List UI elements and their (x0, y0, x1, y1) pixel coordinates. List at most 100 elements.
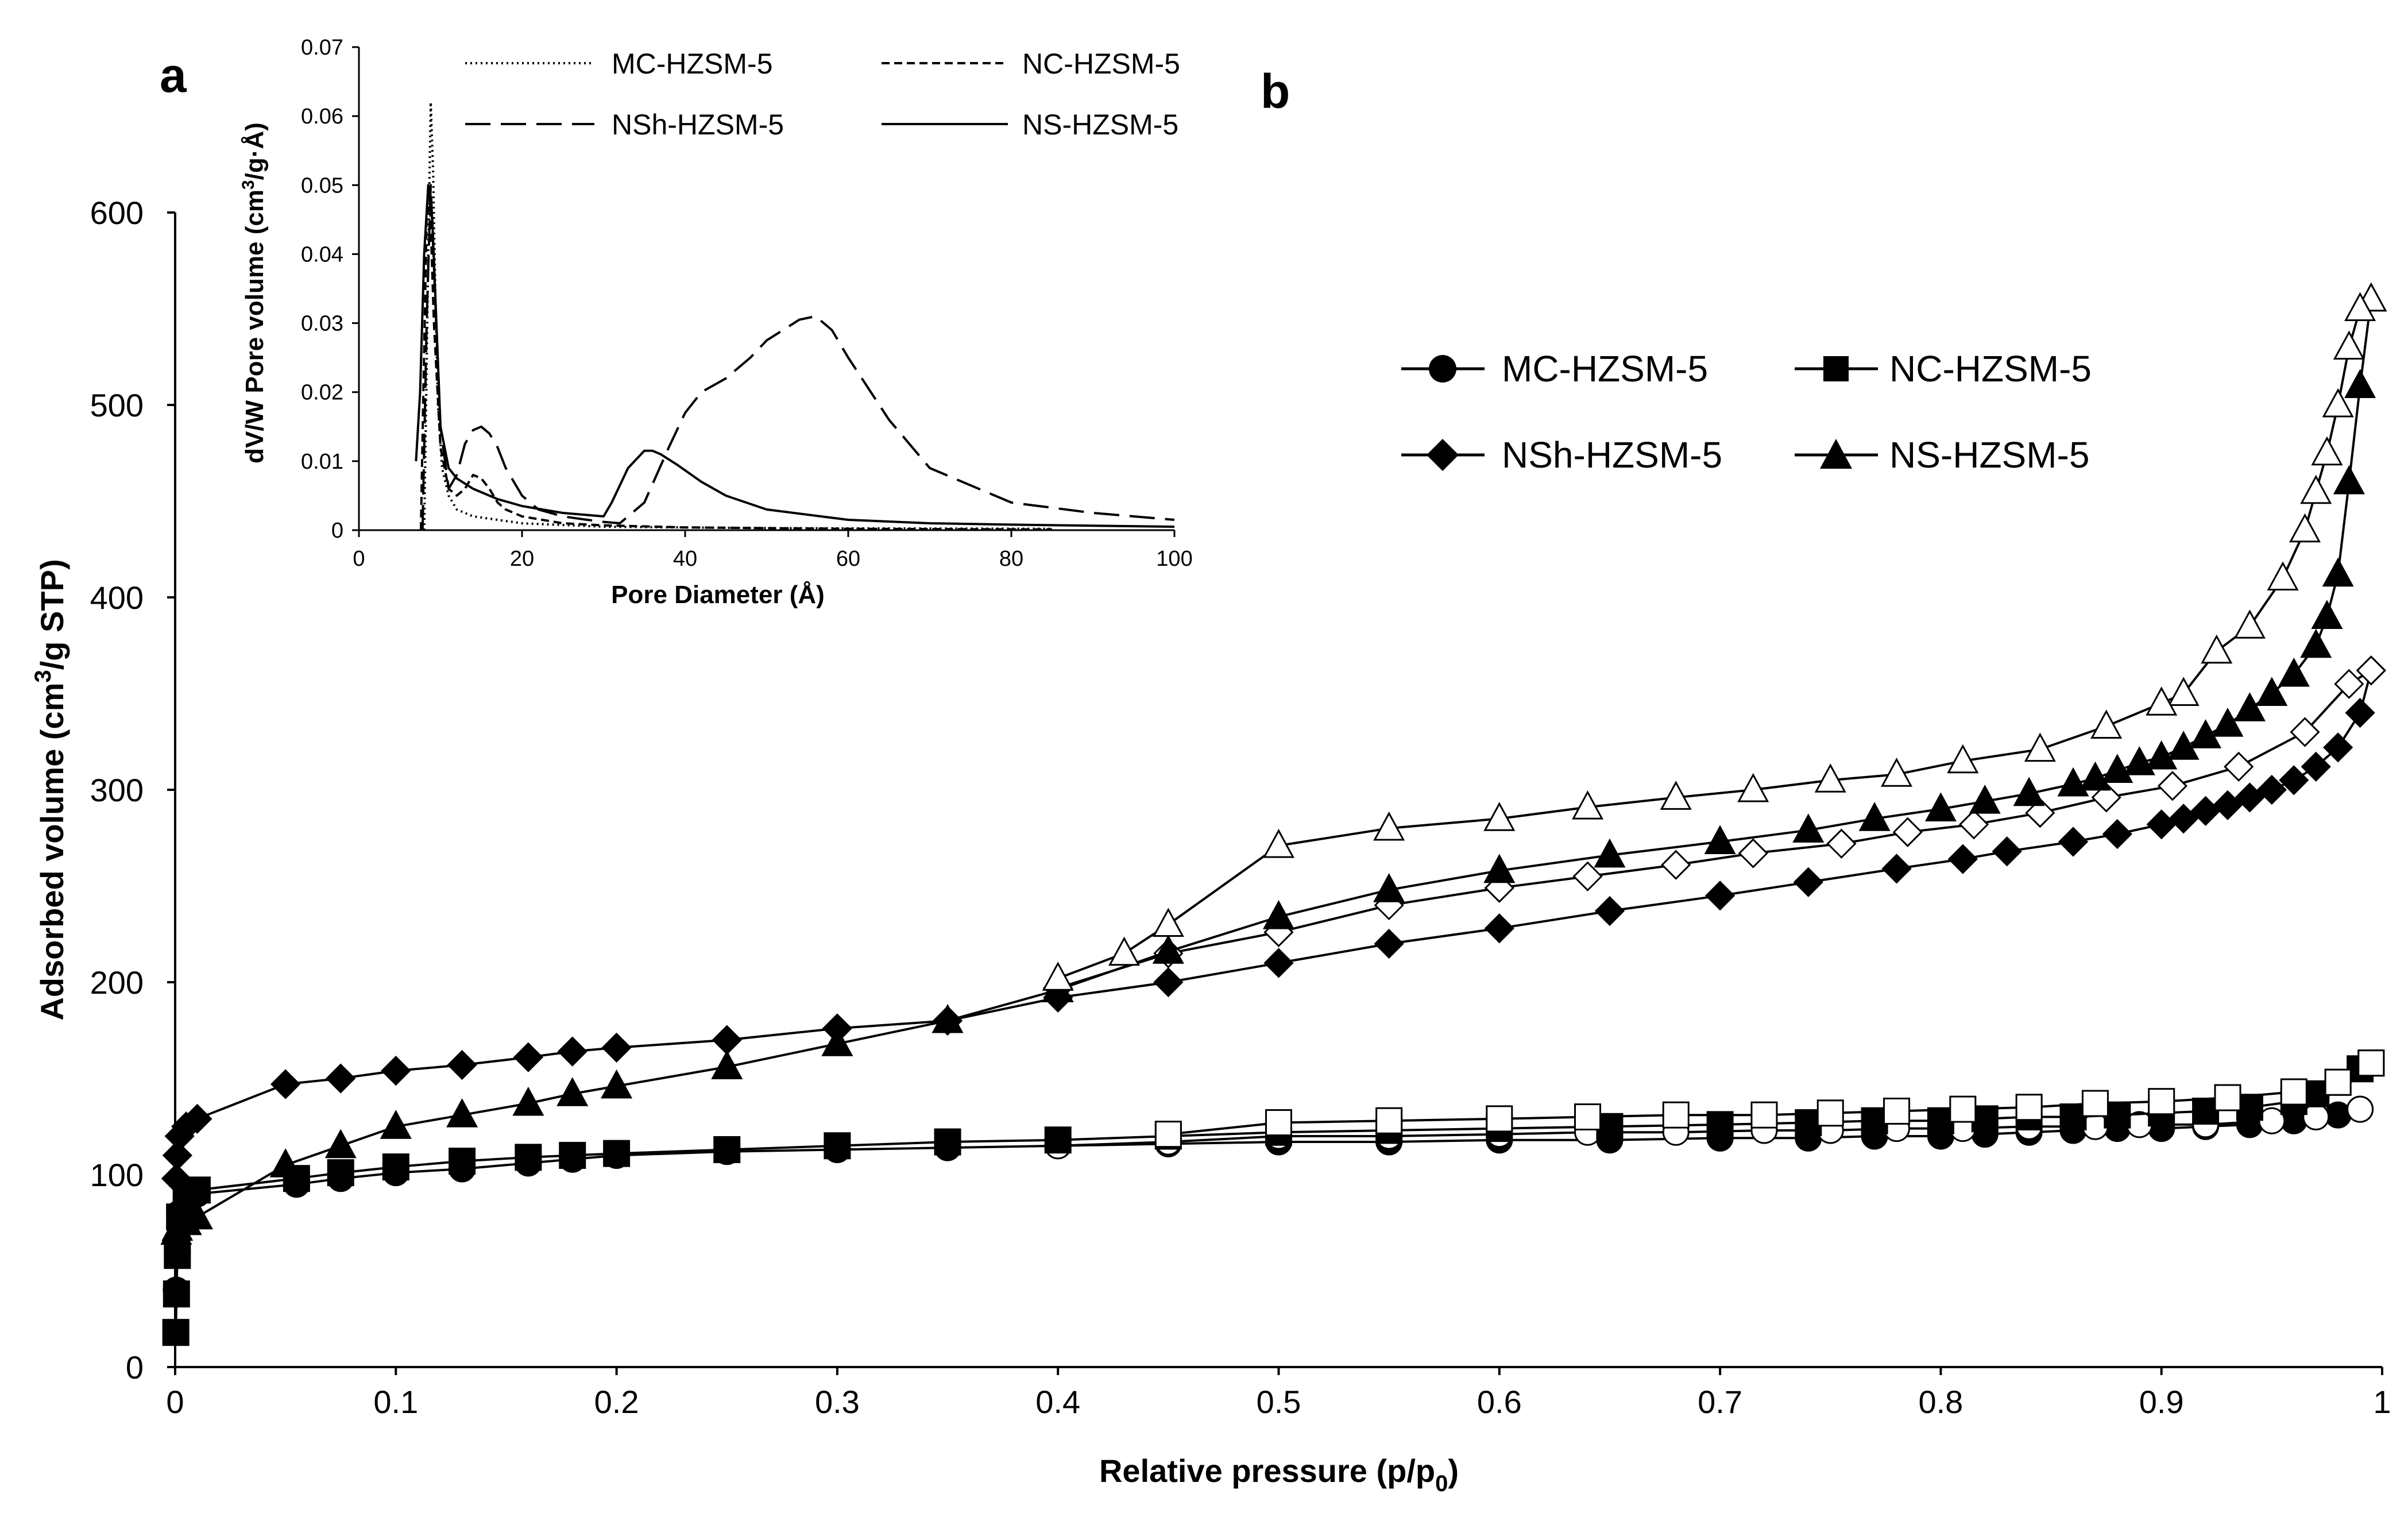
main-legend-marker-mc (1429, 355, 1456, 383)
inset-chart: 0 20 40 60 80 100 0 0.01 0.02 0.03 0.04 0.05 0.06 0.… (160, 36, 1193, 609)
adsorption-point (1858, 802, 1891, 831)
desorption-point (1574, 1103, 1602, 1130)
adsorption-point (2058, 827, 2089, 857)
adsorption-point (380, 1110, 412, 1139)
adsorption-point (1792, 813, 1825, 843)
inset-y-axis-title: dV/W Pore volume (cm3/g·Å) (239, 122, 269, 464)
adsorption-point (381, 1055, 411, 1086)
desorption-point (2356, 655, 2386, 686)
main-x-axis-title: Relative pressure (p/p0) (1099, 1453, 1459, 1496)
desorption-point (2344, 292, 2376, 321)
adsorption-point (2323, 732, 2353, 763)
adsorption-point (2333, 465, 2365, 495)
main-x-tick-label: 0.5 (1257, 1384, 1301, 1420)
main-x-tick-label: 0 (166, 1384, 184, 1420)
adsorption-point (2102, 819, 2132, 850)
adsorption-point (446, 1098, 478, 1128)
main-y-ticks: 0 100 200 300 400 500 600 (90, 195, 175, 1385)
adsorption-point (162, 1319, 190, 1346)
adsorption-point (821, 1027, 853, 1056)
adsorption-point (2279, 765, 2309, 796)
inset-x-tick-label: 80 (999, 547, 1023, 571)
inset-series-nc-hzsm-5 (419, 198, 1053, 531)
adsorption-point (1483, 854, 1516, 883)
adsorption-point (1992, 836, 2022, 867)
adsorption-point (711, 1050, 743, 1079)
adsorption-point (513, 1042, 544, 1072)
adsorption-point (324, 1129, 357, 1159)
adsorption-point (270, 1069, 301, 1099)
main-y-tick-label: 100 (90, 1157, 144, 1193)
desorption-point (2146, 686, 2178, 716)
main-y-tick-label: 400 (90, 580, 144, 616)
adsorption-point (382, 1153, 409, 1181)
adsorption-point (181, 1200, 213, 1230)
inset-y-tick-label: 0.04 (301, 242, 343, 267)
main-y-tick-label: 200 (90, 964, 144, 1001)
adsorption-point (1594, 838, 1626, 868)
inset-series-ns-hzsm-5 (415, 184, 1175, 528)
inset-x-axis-title: Pore Diameter (Å) (611, 581, 825, 609)
inset-legend-item-ns: NS-HZSM-5 (882, 109, 1178, 141)
adsorption-point (559, 1142, 586, 1169)
adsorption-point (2057, 767, 2089, 797)
inset-y-tick-label: 0.02 (301, 381, 343, 405)
desorption-point (2347, 1095, 2374, 1123)
main-legend-item-mc: MC-HZSM-5 (1401, 348, 1708, 389)
adsorption-point (601, 1069, 633, 1099)
desorption-point (2267, 561, 2299, 590)
desorption-point (1262, 829, 1295, 858)
main-legend: MC-HZSM-5 NC-HZSM-5 NSh-HZSM-5 NS-HZSM-5 (1401, 348, 2092, 476)
adsorption-point (824, 1132, 851, 1160)
adsorption-point (447, 1049, 477, 1080)
desorption-point (2024, 732, 2056, 762)
adsorption-point (713, 1136, 741, 1163)
inset-legend-item-mc: MC-HZSM-5 (465, 48, 773, 80)
main-x-tick-label: 0.7 (1698, 1384, 1742, 1420)
adsorption-point (1262, 900, 1295, 929)
desorption-point (1883, 1097, 1911, 1125)
main-legend-label-mc: MC-HZSM-5 (1502, 348, 1708, 389)
desorption-point (2333, 330, 2365, 360)
adsorption-point (2256, 774, 2287, 805)
desorption-point (1826, 828, 1857, 859)
adsorption-point (2301, 751, 2331, 782)
main-legend-label-ns: NS-HZSM-5 (1889, 434, 2089, 476)
desorption-point (1750, 1101, 1778, 1129)
main-legend-item-nsh: NSh-HZSM-5 (1401, 434, 1722, 476)
desorption-point (1881, 758, 1913, 787)
main-legend-item-ns: NS-HZSM-5 (1795, 434, 2089, 476)
desorption-point (2157, 771, 2188, 801)
desorption-point (1152, 908, 1184, 937)
desorption-point (1738, 838, 1768, 868)
adsorption-point (2233, 692, 2266, 721)
adsorption-point (1373, 873, 1405, 902)
adsorption-point (327, 1159, 354, 1187)
adsorption-point (2101, 754, 2133, 783)
inset-y-ticks: 0 0.01 0.02 0.03 0.04 0.05 0.06 0.07 (301, 36, 359, 543)
adsorption-point (2322, 557, 2354, 587)
adsorption-point (1484, 913, 1514, 944)
main-y-tick-label: 0 (126, 1349, 144, 1385)
adsorption-point (1152, 935, 1184, 964)
adsorption-point (2169, 804, 2199, 834)
adsorption-point (2212, 707, 2244, 737)
main-y-tick-label: 300 (90, 772, 144, 808)
desorption-point (2224, 751, 2254, 782)
main-plot-area (160, 282, 2387, 1346)
inset-legend-item-nsh: NSh-HZSM-5 (465, 109, 784, 141)
adsorption-point (2256, 677, 2288, 706)
adsorption-point (603, 1140, 631, 1167)
adsorption-point (1596, 1113, 1624, 1140)
desorption-point (2357, 1049, 2385, 1077)
desorption-point (2233, 609, 2266, 639)
adsorption-point (2167, 731, 2200, 760)
inset-y-tick-label: 0.07 (301, 36, 343, 60)
inset-y-tick-label: 0 (331, 519, 343, 543)
main-legend-marker-nc (1823, 356, 1849, 381)
desorption-point (1814, 763, 1846, 793)
inset-legend-label-ns: NS-HZSM-5 (1022, 109, 1178, 141)
desorption-point (2167, 677, 2200, 706)
main-chart: 0 0.1 0.2 0.3 0.4 0.5 0.6 0.7 0.8 0.9 1 0100200300… (30, 64, 2391, 1496)
desorption-point (2280, 1078, 2307, 1106)
